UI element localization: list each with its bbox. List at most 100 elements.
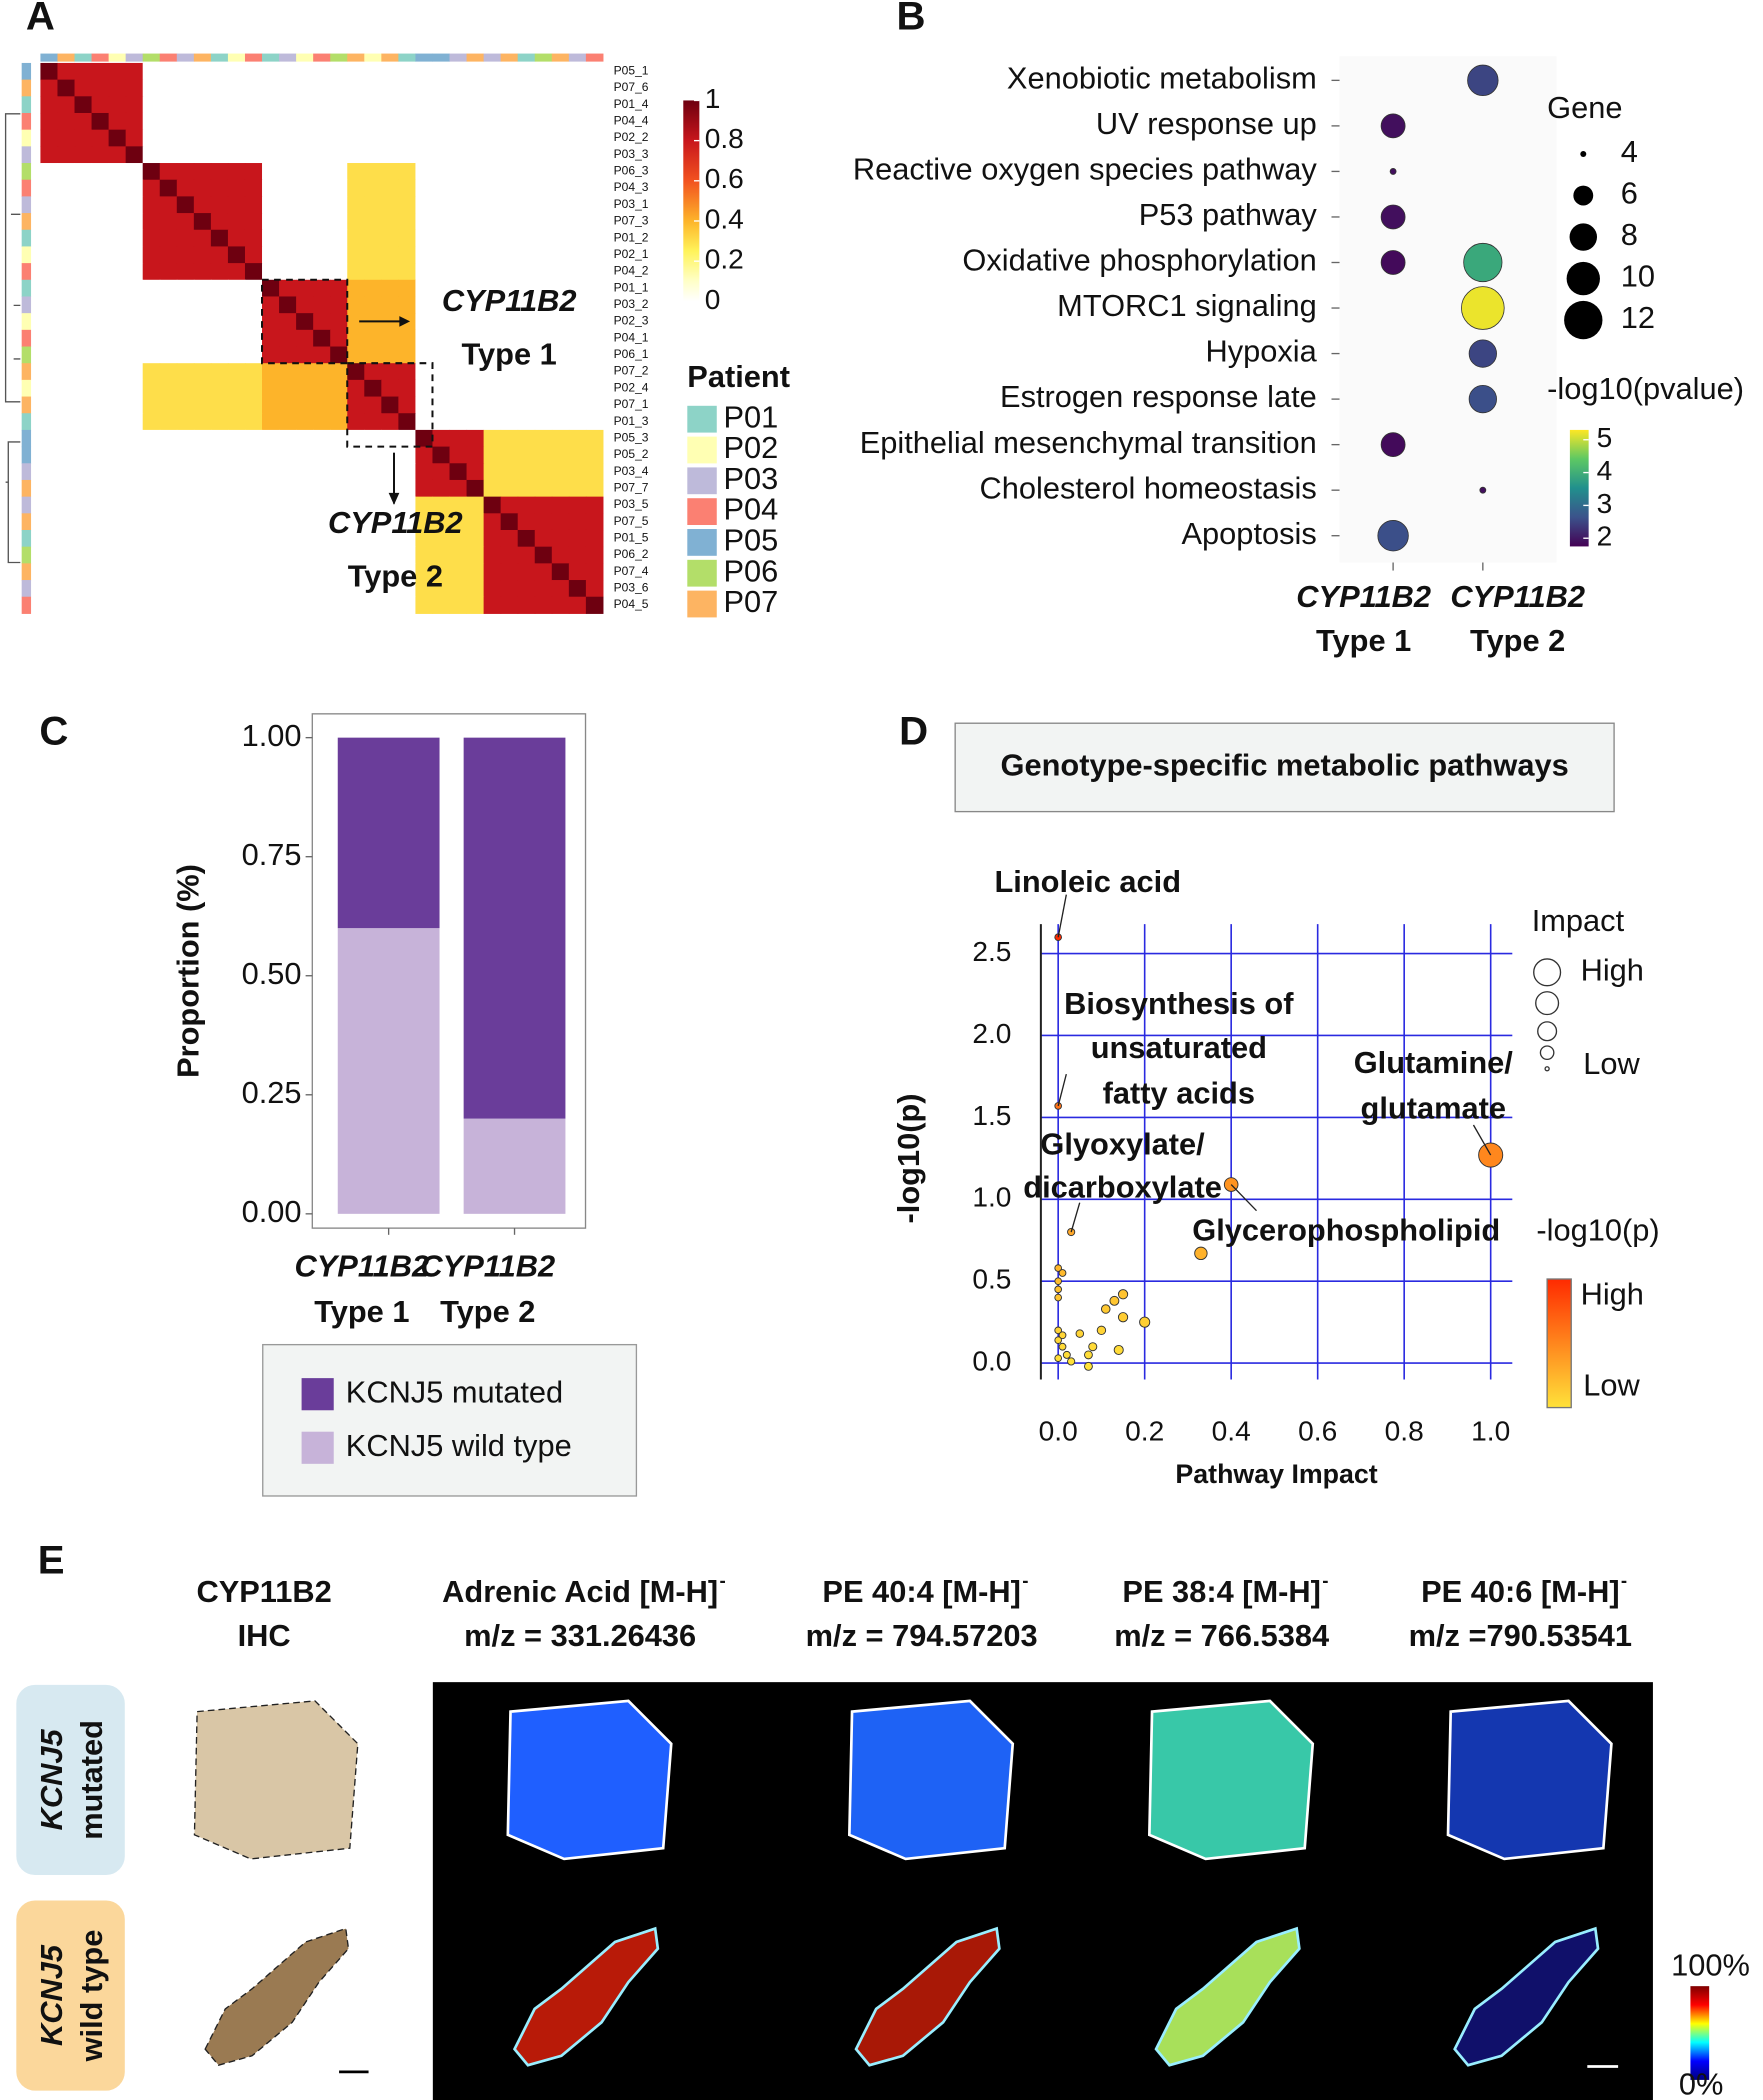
- heatmap-cell: [159, 596, 178, 614]
- heatmap-cell: [159, 446, 178, 464]
- heatmap-cell: [227, 196, 246, 214]
- bar-segment: [337, 928, 440, 1214]
- heatmap-cell: [551, 479, 570, 498]
- heatmap-cell: [500, 563, 519, 581]
- heatmap-cell: [432, 213, 451, 231]
- heatmap-cell: [568, 279, 587, 298]
- row-label-box: [16, 1900, 125, 2091]
- heatmap-cell: [364, 413, 382, 431]
- heatmap-cell: [347, 463, 365, 481]
- heatmap-cell: [176, 446, 195, 464]
- size-legend-title: Impact: [1532, 903, 1625, 938]
- heatmap-cell: [262, 463, 280, 481]
- heatmap-cell: [364, 229, 382, 247]
- dendrogram: [4, 113, 21, 564]
- heatmap-cell: [40, 563, 59, 581]
- heatmap-cell: [244, 62, 263, 81]
- col-annotation: [415, 53, 434, 62]
- heatmap-cell: [125, 112, 144, 131]
- heatmap-cell: [449, 112, 468, 131]
- heatmap-cell: [40, 529, 59, 548]
- heatmap-cell: [108, 196, 127, 214]
- heatmap-cell: [91, 112, 110, 131]
- heatmap-cell: [568, 396, 587, 414]
- heatmap-cell: [364, 196, 382, 214]
- heatmap-cell: [210, 379, 229, 398]
- pathway-label: Estrogen response late: [1000, 379, 1317, 414]
- heatmap-cell: [193, 146, 212, 164]
- heatmap-cell: [210, 96, 229, 114]
- row-label: KCNJ5: [34, 1729, 69, 1831]
- heatmap-cell: [159, 496, 178, 514]
- heatmap-cell: [227, 79, 246, 97]
- heatmap-cell: [296, 96, 314, 114]
- size-legend-dot: [1580, 151, 1587, 158]
- heatmap-cell: [466, 163, 485, 181]
- heatmap-cell: [347, 163, 365, 181]
- heatmap-cell: [159, 163, 178, 181]
- heatmap-cell: [279, 529, 297, 548]
- heatmap-cell: [585, 296, 604, 314]
- heatmap-cell: [176, 129, 195, 147]
- heatmap-cell: [551, 129, 570, 147]
- heatmap-cell: [142, 546, 161, 564]
- heatmap-cell: [517, 379, 536, 398]
- heatmap-cell: [40, 463, 59, 481]
- heatmap-cell: [57, 363, 76, 381]
- dot: [1463, 242, 1503, 283]
- heatmap-cell: [347, 263, 365, 281]
- heatmap-cell: [551, 596, 570, 614]
- heatmap-cell: [244, 263, 263, 281]
- heatmap-cell: [483, 313, 502, 331]
- heatmap-cell: [330, 313, 348, 331]
- heatmap-cell: [517, 513, 536, 531]
- heatmap-cell: [517, 396, 536, 414]
- heatmap-cell: [432, 496, 451, 514]
- heatmap-cell: [483, 229, 502, 247]
- heatmap-cell: [108, 146, 127, 164]
- heatmap-cell: [159, 296, 178, 314]
- heatmap-cell: [74, 580, 93, 598]
- heatmap-cell: [40, 62, 59, 81]
- heatmap-cell: [517, 413, 536, 431]
- heatmap-cell: [347, 296, 365, 314]
- heatmap-cell: [364, 496, 382, 514]
- row-annotation: [21, 62, 32, 81]
- heatmap-cell: [296, 196, 314, 214]
- column-header: CYP11B2: [196, 1574, 331, 1609]
- heatmap-cell: [449, 163, 468, 181]
- heatmap-cell: [483, 379, 502, 398]
- heatmap-cell: [364, 529, 382, 548]
- heatmap-cell: [244, 179, 263, 197]
- heatmap-cell: [347, 213, 365, 231]
- heatmap-cell: [398, 529, 416, 548]
- heatmap-cell: [193, 196, 212, 214]
- heatmap-cell: [483, 213, 502, 231]
- heatmap-cell: [551, 396, 570, 414]
- heatmap-cell: [262, 129, 280, 147]
- heatmap-cell: [40, 363, 59, 381]
- heatmap-cell: [483, 363, 502, 381]
- size-legend-low: Low: [1583, 1046, 1640, 1081]
- heatmap-cell: [244, 196, 263, 214]
- heatmap-cell: [398, 479, 416, 498]
- heatmap-cell: [279, 546, 297, 564]
- heatmap-cell: [108, 529, 127, 548]
- heatmap-cell: [551, 112, 570, 131]
- heatmap-cell: [244, 379, 263, 398]
- heatmap-cell: [398, 396, 416, 414]
- heatmap-cell: [193, 129, 212, 147]
- heatmap-cell: [74, 112, 93, 131]
- row-annotation: [21, 479, 32, 498]
- heatmap-cell: [500, 329, 519, 348]
- heatmap-cell: [415, 479, 434, 498]
- column-header: PE 40:4 [M-H]: [822, 1574, 1020, 1609]
- heatmap-cell: [551, 346, 570, 364]
- heatmap-cell: [176, 229, 195, 247]
- heatmap-cell: [381, 396, 399, 414]
- heatmap-cell: [313, 496, 331, 514]
- row-annotation: [21, 429, 32, 448]
- heatmap-cell: [517, 496, 536, 514]
- heatmap-cell: [534, 513, 553, 531]
- heatmap-cell: [296, 563, 314, 581]
